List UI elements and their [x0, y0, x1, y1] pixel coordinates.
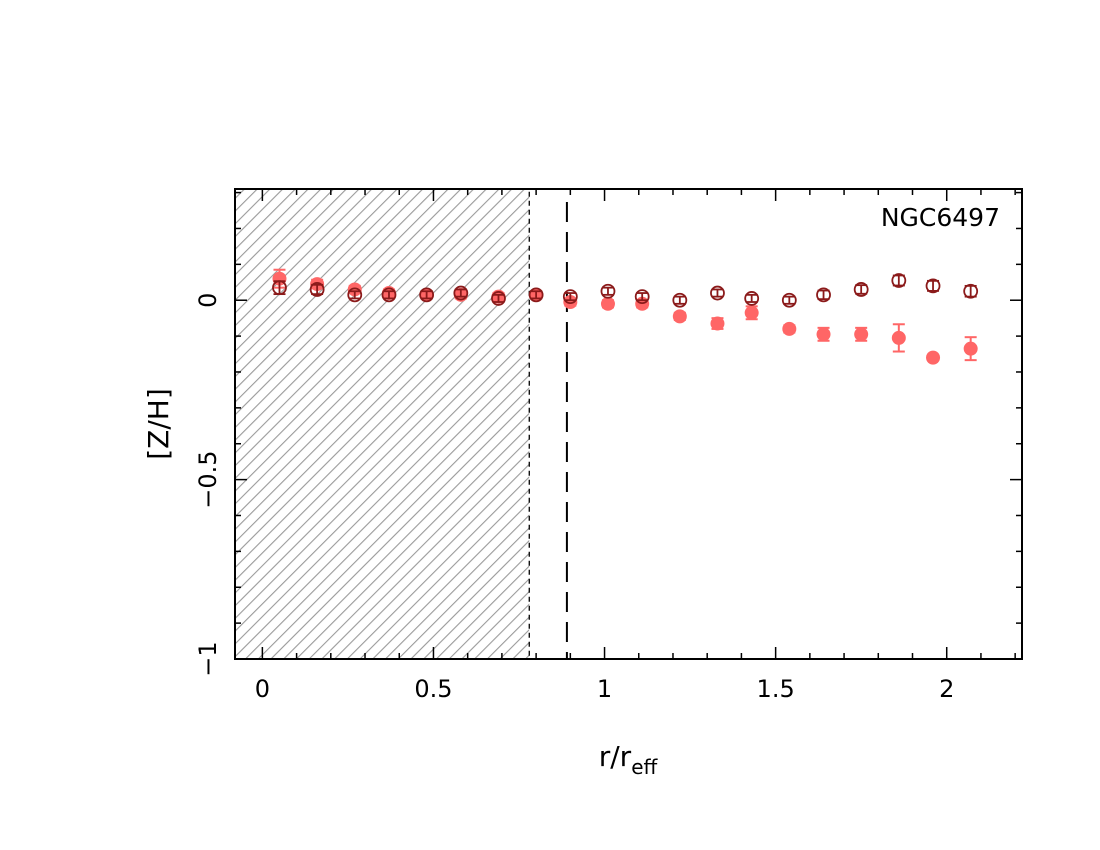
hatched-inner-region — [234, 188, 530, 660]
point — [816, 287, 831, 303]
point — [491, 291, 506, 306]
point — [816, 327, 831, 342]
point — [781, 292, 797, 308]
point — [563, 295, 578, 310]
point — [419, 287, 435, 303]
y-tick-label: −0.5 — [194, 450, 222, 508]
point — [562, 289, 578, 305]
hatch-fill — [235, 189, 530, 659]
point — [963, 341, 978, 356]
point — [782, 321, 797, 336]
point — [744, 305, 759, 320]
point — [453, 285, 469, 301]
data-points — [272, 268, 979, 365]
point — [672, 292, 688, 308]
point — [710, 316, 725, 331]
point — [925, 278, 941, 294]
point — [744, 291, 760, 306]
point — [600, 296, 615, 311]
galaxy-label: NGC6497 — [881, 203, 1000, 232]
x-tick-label: 0 — [255, 675, 270, 703]
series-1 — [272, 273, 979, 308]
point — [853, 282, 869, 297]
point — [854, 327, 869, 342]
point — [381, 287, 397, 303]
x-axis-title-subscript: eff — [631, 755, 658, 779]
point — [891, 273, 907, 288]
x-axis-title: r/reff — [599, 740, 659, 779]
point — [347, 287, 363, 303]
point — [710, 285, 725, 301]
y-axis-title: [Z/H] — [142, 388, 175, 460]
point — [309, 282, 325, 297]
point — [600, 283, 616, 299]
x-tick-label: 1 — [597, 675, 612, 703]
plot-frame — [234, 188, 1023, 660]
axis-ticks: 0 0.5 1 1.5 2 0 −0.5 −1 — [194, 189, 1022, 703]
axes — [234, 188, 1023, 660]
x-tick-label: 0.5 — [414, 675, 452, 703]
point — [891, 330, 906, 345]
point — [926, 350, 941, 365]
x-tick-label: 1.5 — [757, 675, 795, 703]
x-axis-title-main: r/r — [599, 740, 632, 773]
point — [272, 280, 287, 296]
x-tick-label: 2 — [939, 675, 954, 703]
point — [634, 289, 650, 305]
y-tick-label: 0 — [194, 293, 222, 308]
point — [347, 282, 362, 297]
point — [672, 309, 687, 324]
point — [963, 283, 979, 299]
y-tick-label: −1 — [194, 641, 222, 676]
point — [528, 287, 544, 303]
